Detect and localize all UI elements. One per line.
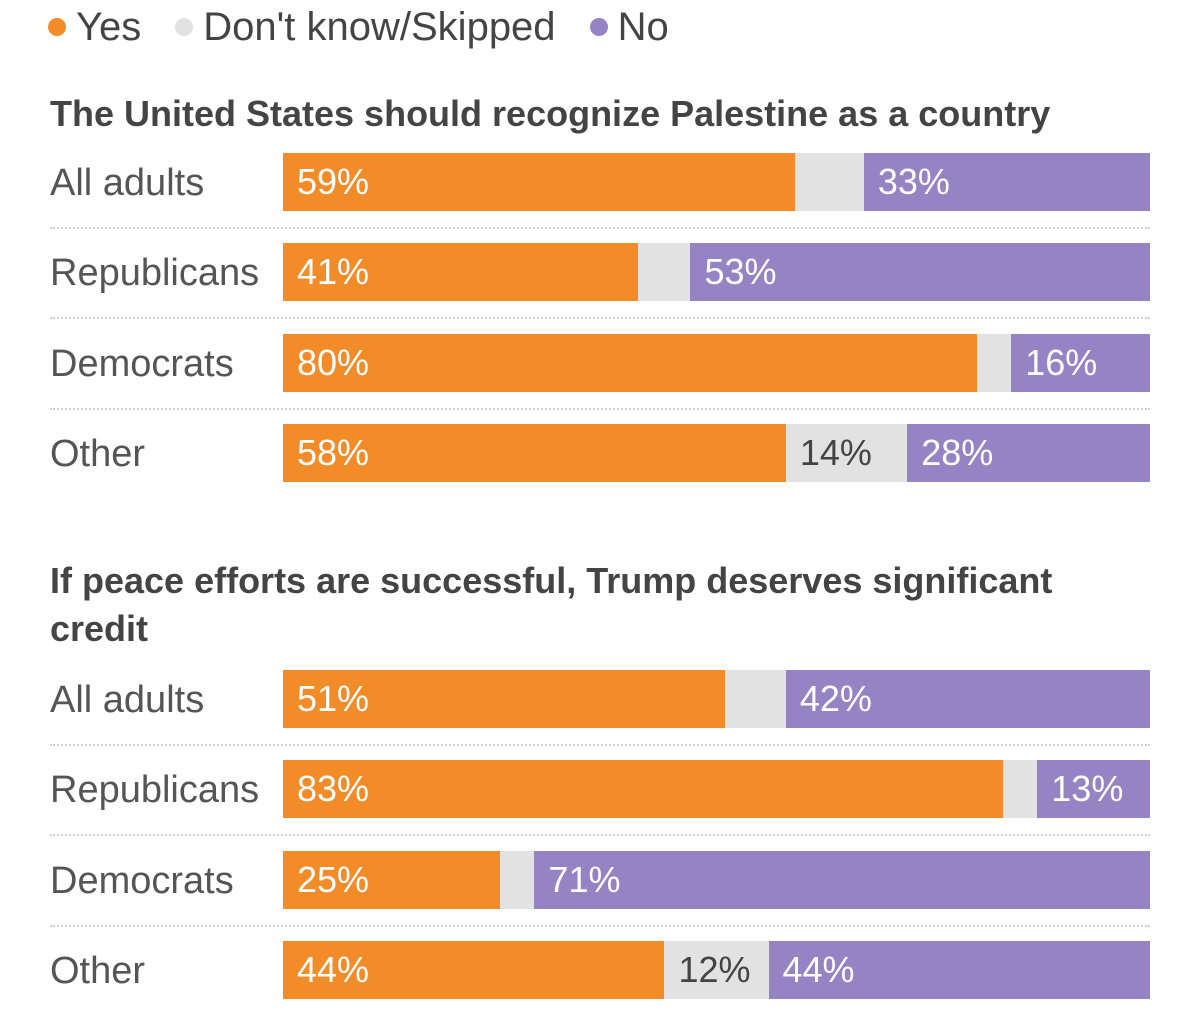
legend-dot-yes — [48, 18, 66, 36]
stacked-bar: 41% 53% — [283, 243, 1150, 301]
data-label-don-t-know-skipped: 14% — [799, 432, 872, 473]
row-separator — [50, 408, 1150, 410]
bar-segment-don-t-know-skipped — [638, 243, 691, 301]
bar-segment-no — [768, 941, 1150, 999]
row-separator — [50, 317, 1150, 319]
data-label-don-t-know-skipped: 12% — [678, 949, 751, 990]
legend: Yes Don't know/Skipped No — [48, 4, 703, 50]
bar-row-all-adults: All adults 59% 33% — [0, 153, 1200, 213]
stacked-bar: 25% 71% — [283, 851, 1150, 909]
bar-segment-no — [863, 153, 1150, 211]
bar-row-all-adults: All adults 51% 42% — [0, 670, 1200, 730]
category-label: Republicans — [50, 252, 260, 294]
bar-segment-don-t-know-skipped — [794, 153, 864, 211]
legend-item-yes: Yes — [48, 5, 141, 50]
bar-segment-don-t-know-skipped — [976, 334, 1012, 392]
data-label-yes: 80% — [297, 342, 370, 383]
bar-segment-don-t-know-skipped — [785, 424, 908, 482]
bar-row-democrats: Democrats 80% 16% — [0, 334, 1200, 394]
chart-title: If peace efforts are successful, Trump d… — [50, 560, 1053, 649]
data-label-no: 53% — [704, 251, 777, 292]
bar-segment-no — [1011, 334, 1150, 392]
data-label-no: 71% — [548, 859, 621, 900]
stacked-bar: 58% 14% 28% — [283, 424, 1150, 482]
legend-label-yes: Yes — [76, 4, 142, 49]
data-label-yes: 44% — [297, 949, 370, 990]
data-label-no: 28% — [921, 432, 994, 473]
data-label-yes: 51% — [297, 678, 370, 719]
category-label: Other — [50, 433, 146, 475]
bar-segment-yes — [283, 424, 786, 482]
bar-segment-no — [1037, 760, 1150, 818]
category-label: Democrats — [50, 343, 234, 385]
legend-dot-dont-know — [175, 18, 194, 36]
data-label-no: 44% — [782, 949, 855, 990]
bar-segment-yes — [283, 334, 977, 392]
row-separator — [50, 834, 1150, 836]
bar-row-republicans: Republicans 83% 13% — [0, 760, 1200, 820]
data-label-yes: 59% — [297, 161, 370, 202]
data-label-yes: 83% — [297, 768, 370, 809]
data-label-no: 42% — [799, 678, 872, 719]
bar-row-other: Other 44% 12% 44% — [0, 941, 1200, 1001]
stacked-bar: 83% 13% — [283, 760, 1150, 818]
category-label: All adults — [50, 679, 205, 721]
data-label-no: 16% — [1025, 342, 1098, 383]
data-label-no: 13% — [1051, 768, 1124, 809]
category-label: All adults — [50, 162, 205, 204]
bar-segment-no — [785, 670, 1150, 728]
data-label-yes: 58% — [297, 432, 370, 473]
chart-title: The United States should recognize Pales… — [50, 93, 1051, 134]
bar-segment-don-t-know-skipped — [664, 941, 769, 999]
stacked-bar: 80% 16% — [283, 334, 1150, 392]
bar-segment-don-t-know-skipped — [499, 851, 535, 909]
bar-segment-yes — [283, 851, 500, 909]
bar-segment-yes — [283, 153, 795, 211]
row-separator — [50, 227, 1150, 229]
bar-segment-don-t-know-skipped — [1002, 760, 1038, 818]
legend-dot-no — [589, 18, 608, 36]
bar-segment-yes — [283, 941, 665, 999]
category-label: Other — [50, 950, 146, 992]
bar-segment-no — [534, 851, 1150, 909]
data-label-no: 33% — [877, 161, 950, 202]
bar-row-other: Other 58% 14% 28% — [0, 424, 1200, 484]
bar-segment-yes — [283, 243, 639, 301]
bar-row-democrats: Democrats 25% 71% — [0, 851, 1200, 911]
data-label-yes: 25% — [297, 859, 370, 900]
row-separator — [50, 925, 1150, 927]
bar-row-republicans: Republicans 41% 53% — [0, 243, 1200, 303]
bar-segment-yes — [283, 760, 1003, 818]
row-separator — [50, 744, 1150, 746]
legend-item-dont-know: Don't know/Skipped — [175, 4, 556, 50]
bar-segment-no — [690, 243, 1150, 301]
stacked-bar: 51% 42% — [283, 670, 1150, 728]
category-label: Republicans — [50, 769, 260, 811]
stacked-bar: 44% 12% 44% — [283, 941, 1150, 999]
bar-segment-no — [907, 424, 1150, 482]
bar-segment-yes — [283, 670, 726, 728]
legend-label-no: No — [617, 4, 669, 49]
stacked-bar: 59% 33% — [283, 153, 1150, 211]
bar-segment-don-t-know-skipped — [725, 670, 786, 728]
legend-label-dont-know: Don't know/Skipped — [203, 4, 556, 49]
data-label-yes: 41% — [297, 251, 370, 292]
category-label: Democrats — [50, 860, 234, 902]
legend-item-no: No — [589, 4, 669, 50]
